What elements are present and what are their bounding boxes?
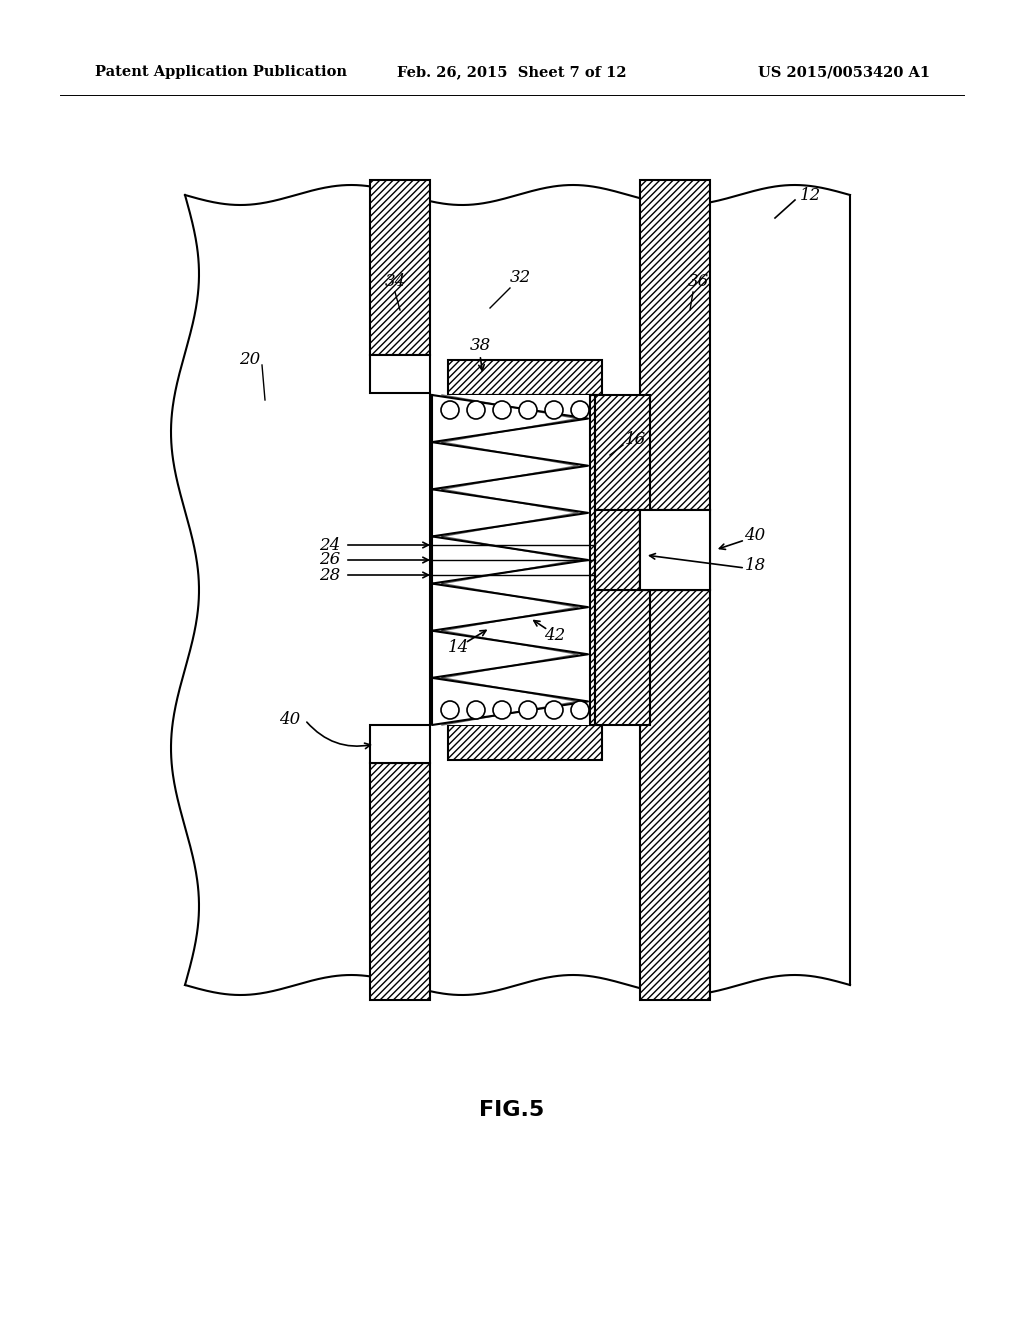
Text: 36: 36 [687, 273, 709, 290]
Text: 18: 18 [744, 557, 766, 573]
Bar [640, 510, 710, 590]
Bar [640, 180, 710, 510]
Circle shape [441, 701, 459, 719]
Bar [430, 395, 590, 725]
Bar [370, 763, 430, 1001]
Bar [370, 725, 430, 763]
Text: 20: 20 [240, 351, 261, 368]
Text: 14: 14 [447, 639, 469, 656]
Text: 38: 38 [469, 337, 490, 354]
Circle shape [545, 401, 563, 418]
Text: 26: 26 [318, 552, 340, 569]
Circle shape [441, 401, 459, 418]
Circle shape [571, 701, 589, 719]
Bar [455, 395, 595, 725]
Text: 40: 40 [280, 711, 301, 729]
Text: Patent Application Publication: Patent Application Publication [95, 65, 347, 79]
Bar [595, 510, 640, 590]
Bar [595, 395, 650, 510]
Bar [640, 510, 710, 590]
Text: 34: 34 [384, 273, 406, 290]
Circle shape [571, 401, 589, 418]
Circle shape [493, 701, 511, 719]
Text: 32: 32 [509, 269, 530, 286]
Circle shape [467, 701, 485, 719]
Bar [449, 360, 602, 395]
Bar [370, 180, 430, 355]
Text: 40: 40 [744, 527, 766, 544]
Text: 16: 16 [625, 432, 645, 449]
Text: 42: 42 [545, 627, 565, 644]
Bar [595, 590, 650, 725]
Circle shape [467, 401, 485, 418]
Bar [449, 725, 602, 760]
Text: Feb. 26, 2015  Sheet 7 of 12: Feb. 26, 2015 Sheet 7 of 12 [397, 65, 627, 79]
Circle shape [519, 701, 537, 719]
Text: FIG.5: FIG.5 [479, 1100, 545, 1119]
Bar [370, 355, 430, 393]
Circle shape [545, 701, 563, 719]
Text: 12: 12 [800, 186, 820, 203]
Text: 28: 28 [318, 566, 340, 583]
Circle shape [493, 401, 511, 418]
Text: US 2015/0053420 A1: US 2015/0053420 A1 [758, 65, 930, 79]
Circle shape [519, 401, 537, 418]
Bar [640, 590, 710, 1001]
Text: 24: 24 [318, 536, 340, 553]
